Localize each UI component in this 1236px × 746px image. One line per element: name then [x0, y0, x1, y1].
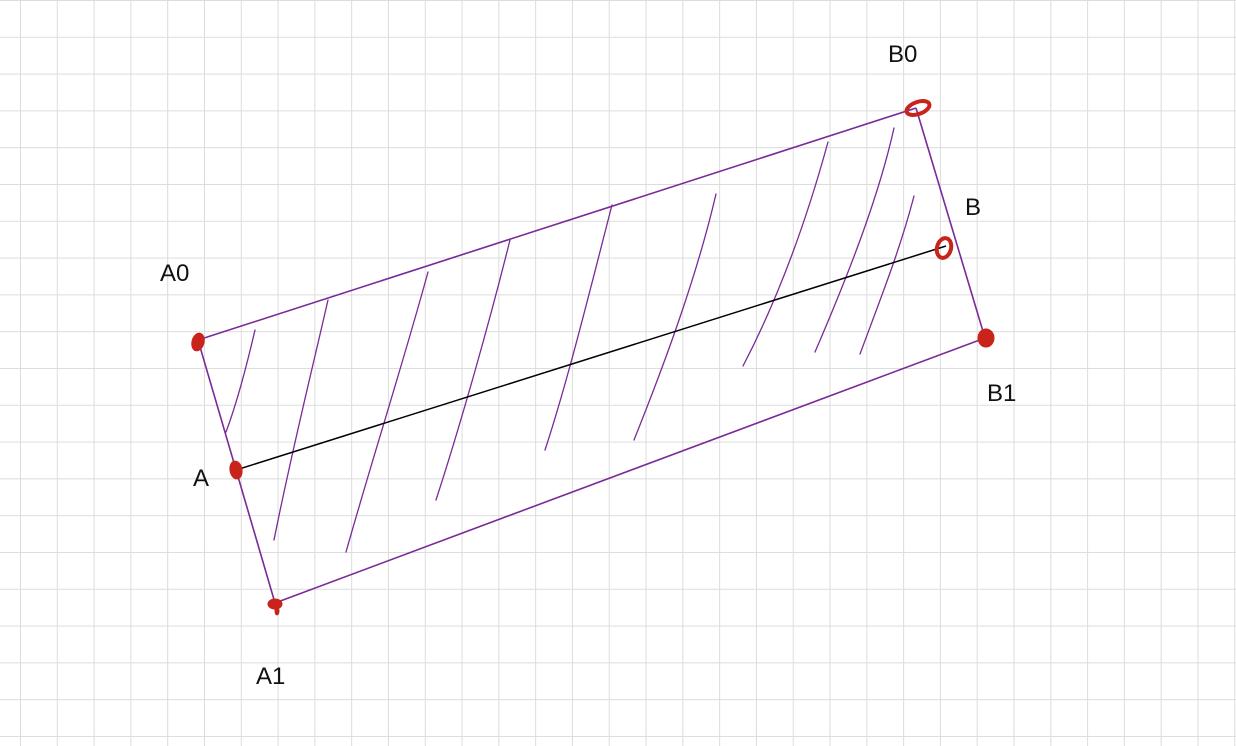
point-a-label: A: [193, 465, 210, 492]
hatch-stroke: [345, 271, 429, 553]
point-b-marker: [934, 236, 954, 260]
edge-b1-a1: [274, 337, 986, 604]
hatch-stroke: [273, 299, 329, 541]
hatch-stroke: [225, 329, 256, 433]
point-a0-marker: [191, 332, 205, 352]
point-markers: [191, 99, 995, 616]
point-b1-label: B1: [987, 380, 1017, 407]
hatch-stroke: [742, 141, 829, 367]
hatch-stroke: [859, 195, 915, 355]
point-b0-marker: [904, 99, 932, 117]
segment-a-b: [235, 245, 947, 471]
hatch-stroke: [435, 239, 511, 501]
point-b-label: B: [965, 194, 982, 221]
parallelogram-outline: [197, 107, 986, 604]
point-b1-marker: [977, 328, 995, 348]
point-a0-label: A0: [160, 260, 190, 287]
hatch-stroke: [814, 127, 895, 353]
edge-a0-b0: [197, 107, 917, 341]
point-a1-label: A1: [256, 663, 286, 690]
edge-b0-b1: [915, 107, 986, 339]
hatch-stroke: [633, 193, 717, 441]
hatch-strokes: [225, 127, 915, 553]
point-a1-marker-tail: [274, 606, 280, 616]
hatch-stroke: [544, 204, 613, 451]
point-b0-label: B0: [888, 41, 918, 68]
point-a-marker: [229, 460, 243, 480]
point-a1-marker: [267, 598, 283, 610]
